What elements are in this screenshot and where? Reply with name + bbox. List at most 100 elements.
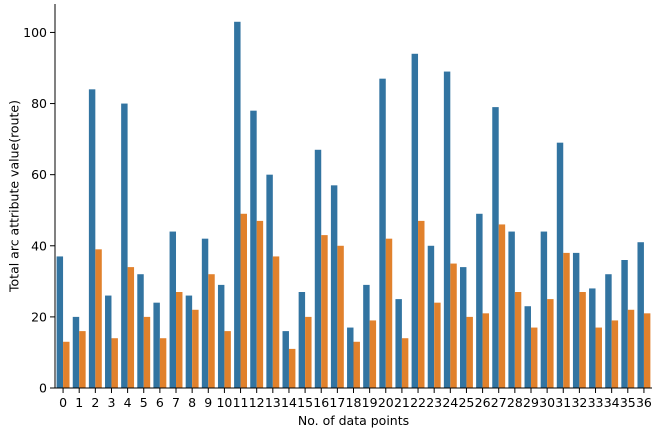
bar-series1-32 xyxy=(572,252,580,388)
bar-series1-15 xyxy=(298,292,306,388)
y-tick-label: 100 xyxy=(23,25,47,40)
x-tick-label: 30 xyxy=(539,395,555,410)
bar-series2-23 xyxy=(434,302,441,388)
bar-series1-4 xyxy=(121,103,128,388)
bar-series1-16 xyxy=(314,149,322,388)
x-tick-label: 18 xyxy=(346,395,362,410)
bar-series2-29 xyxy=(530,327,538,388)
bar-series2-34 xyxy=(611,320,619,388)
x-tick-label: 13 xyxy=(265,395,281,410)
y-tick-label: 60 xyxy=(31,167,47,182)
x-tick-label: 25 xyxy=(458,395,474,410)
bar-series1-0 xyxy=(56,256,64,388)
x-tick-label: 20 xyxy=(378,395,394,410)
bar-series2-22 xyxy=(418,220,425,388)
bar-series1-18 xyxy=(347,327,354,388)
y-tick-label: 40 xyxy=(31,238,47,253)
bar-series2-6 xyxy=(159,338,167,388)
bar-series2-10 xyxy=(224,331,231,388)
bar-series1-30 xyxy=(540,231,548,388)
x-tick-label: 10 xyxy=(216,395,232,410)
x-tick-label: 17 xyxy=(329,395,345,410)
x-tick-label: 29 xyxy=(523,395,539,410)
x-tick-label: 33 xyxy=(588,395,604,410)
bar-series1-20 xyxy=(379,78,386,389)
bar-series1-36 xyxy=(637,242,644,388)
x-tick-label: 15 xyxy=(297,395,313,410)
x-tick-label: 5 xyxy=(140,395,148,410)
bar-series1-19 xyxy=(363,284,370,388)
bar-series1-10 xyxy=(217,284,225,388)
bar-series1-13 xyxy=(266,174,273,388)
bar-series1-9 xyxy=(201,238,209,388)
bar-series2-3 xyxy=(111,338,118,388)
x-tick-label: 6 xyxy=(156,395,164,410)
x-tick-label: 9 xyxy=(204,395,212,410)
x-tick-label: 23 xyxy=(426,395,442,410)
bar-series1-21 xyxy=(395,299,402,388)
bar-series1-7 xyxy=(169,231,177,388)
bar-series2-27 xyxy=(498,224,506,388)
bar-series2-7 xyxy=(176,292,183,388)
bar-series2-26 xyxy=(482,313,490,388)
x-tick-label: 11 xyxy=(233,395,249,410)
bar-series2-31 xyxy=(563,252,570,388)
bar-series2-18 xyxy=(353,341,360,388)
bar-series1-1 xyxy=(72,316,80,388)
bar-series1-31 xyxy=(556,142,564,388)
x-tick-label: 7 xyxy=(172,395,180,410)
bar-series2-5 xyxy=(143,316,151,388)
x-tick-label: 32 xyxy=(571,395,587,410)
x-tick-label: 22 xyxy=(410,395,426,410)
bar-series2-19 xyxy=(369,320,377,388)
y-axis-title: Total arc attribute value(route) xyxy=(6,100,21,293)
bar-series2-1 xyxy=(79,331,86,388)
bar-series1-14 xyxy=(282,331,289,388)
x-axis-ticks: 0 1 2 3 4 5 6 7 8 9 10 11 12 13 14 15 16 17 18 19 20 21 22 23 24… xyxy=(59,388,652,410)
bar-series1-8 xyxy=(185,295,193,388)
bar-series2-2 xyxy=(95,249,102,388)
bar-series1-5 xyxy=(137,274,144,388)
bar-series1-22 xyxy=(411,53,419,388)
bar-series2-36 xyxy=(643,313,651,388)
bars-group xyxy=(56,21,651,389)
x-tick-label: 12 xyxy=(249,395,265,410)
x-tick-label: 3 xyxy=(107,395,115,410)
bar-series2-16 xyxy=(321,235,328,388)
bar-series1-23 xyxy=(427,245,435,388)
bar-series1-35 xyxy=(621,260,628,388)
bar-series2-35 xyxy=(627,309,635,388)
bar-series2-0 xyxy=(63,341,70,388)
bar-series2-9 xyxy=(208,274,215,388)
bar-series1-27 xyxy=(492,107,499,389)
x-tick-label: 16 xyxy=(313,395,329,410)
bar-series2-17 xyxy=(337,245,344,388)
x-tick-label: 1 xyxy=(75,395,83,410)
bar-series2-33 xyxy=(595,327,602,388)
bar-series1-6 xyxy=(153,302,160,388)
bar-series2-21 xyxy=(401,338,409,388)
x-tick-label: 36 xyxy=(636,395,652,410)
bar-series1-33 xyxy=(589,288,596,388)
y-tick-label: 80 xyxy=(31,96,47,111)
bar-series1-2 xyxy=(88,89,96,388)
bar-series2-30 xyxy=(547,299,554,388)
x-tick-label: 4 xyxy=(124,395,132,410)
bar-series2-32 xyxy=(579,292,586,388)
x-axis-title: No. of data points xyxy=(298,413,409,428)
x-tick-label: 2 xyxy=(91,395,99,410)
bar-series2-14 xyxy=(288,348,296,388)
x-tick-label: 24 xyxy=(442,395,458,410)
y-axis-ticks: 0 20 40 60 80 100 xyxy=(23,25,55,396)
x-tick-label: 35 xyxy=(620,395,636,410)
y-tick-label: 0 xyxy=(39,381,47,396)
bar-series2-8 xyxy=(192,309,199,388)
bar-series2-11 xyxy=(240,213,247,388)
bar-series2-15 xyxy=(305,316,312,388)
bar-series1-12 xyxy=(250,110,257,389)
bar-series2-13 xyxy=(272,256,280,388)
x-tick-label: 21 xyxy=(394,395,410,410)
bar-series2-24 xyxy=(450,263,457,388)
x-tick-label: 31 xyxy=(555,395,571,410)
bar-series2-12 xyxy=(256,220,264,388)
